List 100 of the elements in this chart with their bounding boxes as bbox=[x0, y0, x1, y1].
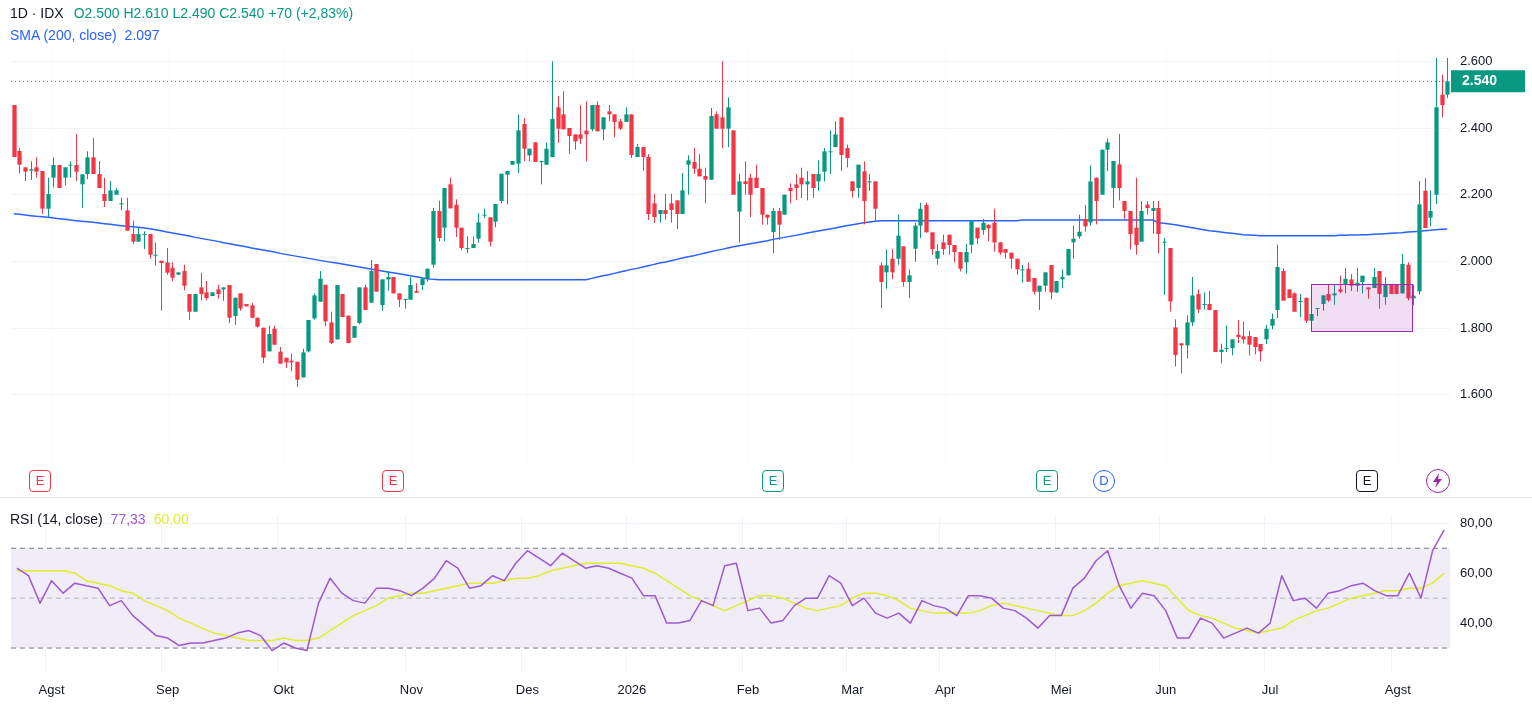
candlestick bbox=[777, 207, 782, 241]
x-tick-label: Agst bbox=[1384, 682, 1412, 698]
x-tick-label: Okt bbox=[273, 682, 295, 698]
candlestick bbox=[1077, 214, 1082, 240]
candlestick bbox=[221, 286, 226, 302]
candlestick bbox=[930, 231, 935, 256]
text: 2.097 bbox=[124, 27, 160, 43]
chart-title: RSI (14, close) bbox=[10, 511, 103, 527]
candlestick bbox=[74, 133, 79, 182]
candlestick bbox=[125, 197, 130, 232]
x-tick-label: Jul bbox=[1261, 682, 1279, 698]
text: E bbox=[1036, 470, 1058, 492]
candlestick bbox=[182, 264, 187, 291]
y-tick-label: 2.600 bbox=[1460, 52, 1493, 68]
candlestick bbox=[913, 222, 918, 263]
y-tick-label: 1.600 bbox=[1460, 386, 1493, 402]
candlestick bbox=[233, 297, 238, 326]
candlestick bbox=[1383, 276, 1388, 306]
candlestick bbox=[363, 284, 368, 311]
chart-subtitle: O2.500 H2.610 L2.490 C2.540 +70 (+2,83%) bbox=[73, 5, 354, 21]
candlestick bbox=[884, 248, 889, 290]
candlestick bbox=[1162, 237, 1167, 296]
candlestick bbox=[935, 243, 940, 266]
candlestick bbox=[788, 182, 793, 204]
candlestick bbox=[799, 167, 804, 199]
candlestick bbox=[641, 146, 646, 172]
text: E bbox=[29, 470, 51, 492]
candlestick bbox=[805, 170, 810, 201]
candlestick bbox=[476, 212, 481, 244]
text: E bbox=[382, 470, 404, 492]
candlestick bbox=[969, 220, 974, 254]
text: E bbox=[762, 470, 784, 492]
candlestick bbox=[663, 193, 668, 221]
candlestick bbox=[816, 159, 821, 192]
candlestick bbox=[1105, 137, 1110, 172]
candlestick bbox=[97, 160, 102, 189]
candlestick bbox=[1122, 200, 1127, 220]
candlestick bbox=[1377, 270, 1382, 310]
candlestick bbox=[794, 173, 799, 201]
candlestick bbox=[148, 233, 153, 260]
candlestick bbox=[1224, 324, 1229, 353]
candlestick bbox=[80, 173, 85, 209]
candlestick bbox=[51, 156, 56, 188]
annotation: 60,00 bbox=[153, 511, 189, 527]
y-tick-label: 2.200 bbox=[1460, 186, 1493, 202]
x-tick-label: Apr bbox=[935, 682, 956, 698]
candlestick bbox=[1343, 267, 1348, 294]
candlestick bbox=[1043, 271, 1048, 293]
candlestick bbox=[1304, 297, 1309, 324]
y-tick-label: 2.000 bbox=[1460, 252, 1493, 268]
x-tick-label: Jun bbox=[1155, 682, 1177, 698]
x-tick-label: Agst bbox=[38, 682, 66, 698]
candlestick bbox=[187, 293, 192, 321]
candlestick bbox=[29, 160, 34, 181]
candlestick bbox=[153, 241, 158, 267]
candlestick bbox=[91, 137, 96, 175]
y-tick-label: 1.800 bbox=[1460, 319, 1493, 335]
candlestick bbox=[601, 116, 606, 141]
candlestick bbox=[1355, 267, 1360, 293]
candlestick bbox=[811, 173, 816, 199]
x-tick-label: Mar bbox=[841, 682, 865, 698]
x-tick-label: Des bbox=[515, 682, 540, 698]
candlestick bbox=[85, 150, 90, 180]
x-tick-label: Feb bbox=[736, 682, 760, 698]
candlestick bbox=[856, 164, 861, 199]
candlestick bbox=[1020, 264, 1025, 284]
x-tick-label: Mei bbox=[1050, 682, 1072, 698]
x-tick-label: Sep bbox=[156, 682, 180, 698]
candlestick bbox=[1264, 324, 1269, 345]
candlestick bbox=[1037, 285, 1042, 311]
candlestick bbox=[272, 325, 277, 346]
candlestick bbox=[692, 147, 697, 175]
candlestick bbox=[703, 167, 708, 204]
y-tick-label: 80,00 bbox=[1460, 514, 1493, 530]
candlestick bbox=[1196, 288, 1201, 314]
candlestick bbox=[1185, 314, 1190, 359]
candlestick bbox=[295, 361, 300, 388]
text: SMA (200, close) bbox=[10, 27, 117, 43]
candlestick bbox=[68, 160, 73, 179]
ref-line-label: 2.540 bbox=[1462, 72, 1498, 89]
candlestick bbox=[1094, 177, 1099, 225]
candlestick bbox=[686, 154, 691, 196]
candlestick bbox=[584, 100, 589, 162]
candlestick bbox=[131, 220, 136, 245]
chart-title: 1D · IDX bbox=[10, 5, 64, 21]
candlestick bbox=[63, 166, 68, 186]
candlestick bbox=[1219, 343, 1224, 364]
x-tick-label: Nov bbox=[399, 682, 424, 698]
candlestick bbox=[1298, 293, 1303, 318]
text: E bbox=[1356, 470, 1378, 492]
candlestick bbox=[771, 207, 776, 254]
candlestick bbox=[896, 214, 901, 266]
candlestick bbox=[1440, 74, 1445, 118]
annotation: 77,33 bbox=[110, 511, 146, 527]
candlestick bbox=[1151, 200, 1156, 235]
candlestick bbox=[680, 172, 685, 215]
y-tick-label: 2.400 bbox=[1460, 119, 1493, 135]
candlestick bbox=[726, 96, 731, 148]
candlestick bbox=[833, 120, 838, 148]
candlestick bbox=[918, 202, 923, 239]
